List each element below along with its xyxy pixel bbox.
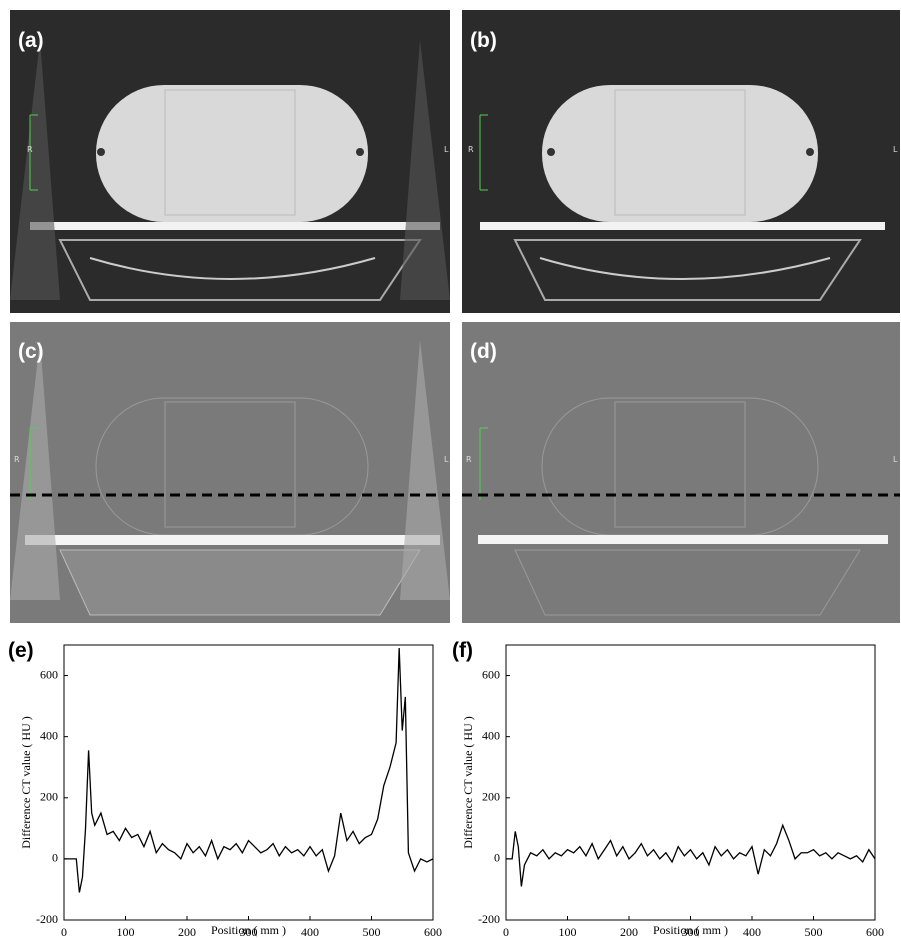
x-tick-label: 300 [240,925,258,938]
ct-image [462,10,900,313]
y-tick-label: 600 [40,667,58,681]
data-line [506,823,876,887]
side-label: L [893,455,898,464]
panel-label: (f) [452,639,473,662]
ct-image [10,10,450,313]
x-tick-label: 200 [178,925,196,938]
plot-frame [63,644,434,921]
y-tick-label: 200 [40,790,58,804]
x-tick-label: 0 [503,925,509,938]
panel-label: (c) [18,340,44,363]
side-label: R [466,455,472,464]
side-label: R [14,455,20,464]
x-tick-label: 500 [363,925,381,938]
side-label: R [27,145,33,154]
panel-label: (a) [18,29,44,52]
x-axis-label: Position ( mm ) [211,923,286,937]
x-tick-label: 0 [61,925,67,938]
side-label: R [468,145,474,154]
panel-label: (b) [470,29,497,52]
y-tick-label: 400 [482,728,500,742]
x-tick-label: 100 [559,925,577,938]
x-tick-label: 600 [424,925,442,938]
ct-difference-image [462,322,900,623]
side-label: L [444,455,449,464]
y-axis-label: Difference CT value ( HU ) [461,716,475,849]
plot-frame [505,644,876,921]
ct-difference-image [10,322,450,623]
x-tick-label: 500 [805,925,823,938]
x-tick-label: 100 [117,925,135,938]
side-label: L [444,145,449,154]
y-tick-label: 400 [40,728,58,742]
x-tick-label: 400 [743,925,761,938]
data-line [64,648,434,893]
x-tick-label: 600 [866,925,884,938]
x-axis-label: Position ( mm ) [653,923,728,937]
x-tick-label: 400 [301,925,319,938]
y-tick-label: -200 [36,912,58,926]
panel-label: (e) [8,639,34,662]
y-tick-label: 0 [494,851,500,865]
x-tick-label: 200 [620,925,638,938]
side-label: L [893,145,898,154]
x-tick-label: 300 [682,925,700,938]
y-tick-label: -200 [478,912,500,926]
y-tick-label: 200 [482,790,500,804]
y-tick-label: 0 [52,851,58,865]
y-axis-label: Difference CT value ( HU ) [19,716,33,849]
y-tick-label: 600 [482,667,500,681]
panel-label: (d) [470,340,497,363]
